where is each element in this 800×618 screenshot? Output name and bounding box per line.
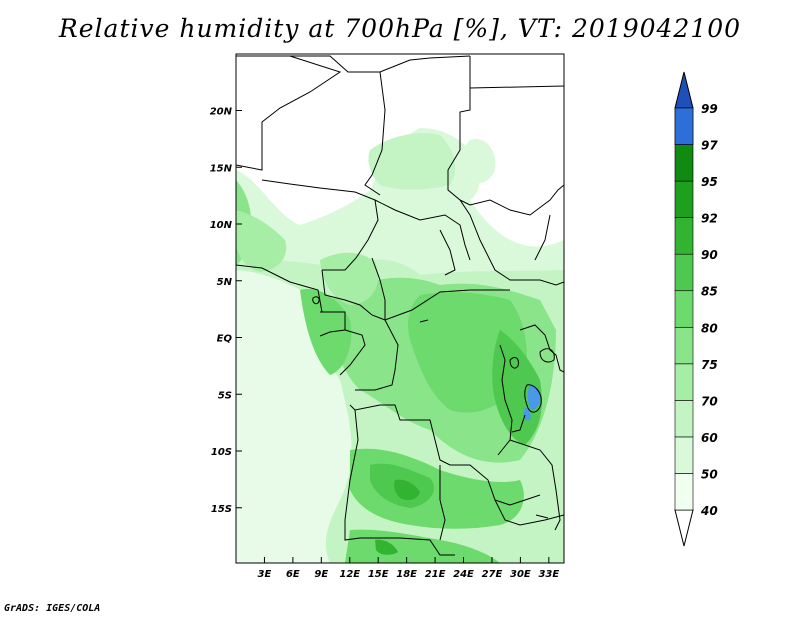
- lat-tick-label: 5N: [217, 277, 233, 288]
- colorbar-label: 99: [701, 102, 718, 116]
- colorbar-label: 95: [701, 175, 718, 189]
- colorbar-bottom-arrow: [674, 509, 694, 547]
- lon-tick-label: 9E: [314, 569, 328, 580]
- lon-tick-label: 30E: [510, 569, 531, 580]
- colorbar-swatch: [674, 217, 694, 255]
- lon-tick-label: 27E: [482, 569, 503, 580]
- colorbar-label: 60: [701, 431, 718, 445]
- colorbar-swatch: [674, 363, 694, 401]
- colorbar-top-arrow: [674, 71, 694, 109]
- credit-text: GrADS: IGES/COLA: [4, 603, 101, 614]
- lat-tick-label: EQ: [217, 334, 233, 345]
- lat-tick-label: 15S: [211, 504, 232, 515]
- country-borders: [236, 55, 564, 556]
- map-title: Relative humidity at 700hPa [%], VT: 201…: [58, 14, 742, 43]
- colorbar-label: 40: [700, 504, 718, 518]
- lat-tick-label: 5S: [218, 390, 232, 401]
- colorbar-label: 50: [701, 467, 718, 481]
- humidity-field: [236, 128, 564, 563]
- colorbar-label: 80: [701, 321, 718, 335]
- lat-tick-label: 10S: [211, 447, 232, 458]
- lon-tick-label: 18E: [396, 569, 417, 580]
- colorbar-swatch: [674, 473, 694, 511]
- colorbar-swatch: [674, 400, 694, 438]
- lake-outlines: [312, 296, 555, 519]
- lon-tick-label: 12E: [339, 569, 360, 580]
- colorbar-swatch: [674, 436, 694, 474]
- lat-tick-label: 10N: [210, 220, 233, 231]
- colorbar-label: 75: [701, 358, 718, 372]
- lon-tick-label: 24E: [453, 569, 474, 580]
- lon-tick-label: 3E: [258, 569, 272, 580]
- lat-tick-label: 15N: [210, 163, 233, 174]
- colorbar-swatch: [674, 107, 694, 145]
- map-frame: [235, 53, 565, 564]
- colorbar-label: 97: [701, 139, 718, 153]
- colorbar-label: 92: [701, 212, 718, 226]
- colorbar-swatch: [674, 180, 694, 218]
- colorbar-swatch: [674, 290, 694, 328]
- colorbar-label: 70: [701, 394, 718, 408]
- colorbar-swatch: [674, 253, 694, 292]
- colorbar-label: 85: [701, 285, 718, 299]
- colorbar-swatch: [674, 326, 694, 365]
- map-axes: 20N 15N 10N 5N EQ 5S 10S 15S 3E 6E 9E 12E 15E 18E 21E 2…: [210, 107, 560, 581]
- lat-tick-label: 20N: [210, 107, 233, 118]
- colorbar-swatch: [674, 144, 694, 182]
- lon-tick-label: 33E: [538, 569, 559, 580]
- lon-tick-label: 6E: [286, 569, 300, 580]
- lon-tick-label: 21E: [425, 569, 446, 580]
- colorbar: 40 50 60 70 75 80 85 90 92 95 97 99: [674, 71, 718, 547]
- colorbar-label: 90: [701, 248, 718, 262]
- lon-tick-label: 15E: [368, 569, 389, 580]
